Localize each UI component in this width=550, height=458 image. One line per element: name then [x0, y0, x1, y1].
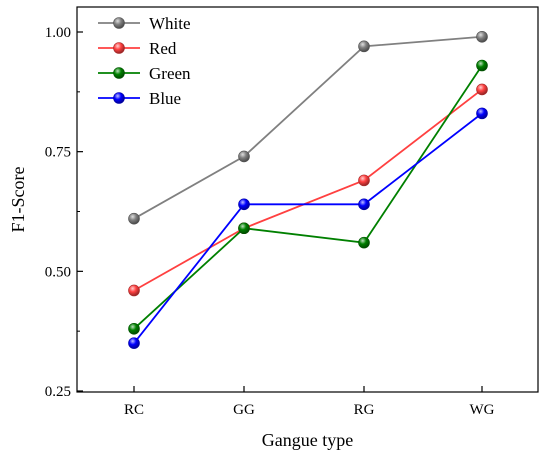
- y-tick-label: 0.50: [45, 264, 71, 280]
- legend-label-white: White: [149, 14, 191, 33]
- x-axis-label: Gangue type: [262, 430, 353, 450]
- legend-marker-red: [113, 42, 125, 54]
- legend-marker-green: [113, 67, 125, 79]
- y-axis-label: F1-Score: [8, 167, 28, 233]
- data-point-blue: [238, 198, 250, 211]
- series-line-green: [133, 65, 483, 330]
- data-point-green: [358, 236, 370, 249]
- data-point-green: [476, 59, 488, 72]
- legend-label-red: Red: [149, 39, 177, 58]
- series-line-blue: [133, 112, 483, 344]
- legend-marker-white: [113, 17, 125, 29]
- x-tick-label: RC: [124, 402, 144, 418]
- data-point-blue: [358, 198, 370, 211]
- x-tick-label: GG: [233, 402, 255, 418]
- data-point-white: [358, 40, 370, 53]
- legend: White Red Green Blue: [98, 14, 191, 108]
- axis-ticks: 0.25 0.50 0.75 1.00 RC GG RG WG: [45, 25, 495, 418]
- legend-marker-blue: [113, 92, 125, 104]
- series-line-white: [133, 35, 483, 220]
- y-tick-label: 1.00: [45, 25, 71, 41]
- data-point-white: [128, 212, 140, 225]
- data-point-green: [128, 322, 140, 335]
- legend-label-green: Green: [149, 64, 191, 83]
- series-lines: [128, 30, 488, 349]
- data-point-white: [238, 150, 250, 163]
- plot-frame: [76, 6, 539, 393]
- data-point-blue: [476, 107, 488, 120]
- y-tick-label: 0.25: [45, 384, 71, 400]
- data-point-red: [358, 174, 370, 187]
- x-tick-label: WG: [470, 402, 495, 418]
- data-point-red: [476, 83, 488, 96]
- data-point-red: [128, 284, 140, 297]
- x-tick-label: RG: [354, 402, 375, 418]
- data-point-green: [238, 222, 250, 235]
- legend-label-blue: Blue: [149, 89, 181, 108]
- data-point-white: [476, 30, 488, 43]
- data-point-blue: [128, 337, 140, 349]
- y-tick-label: 0.75: [45, 145, 71, 161]
